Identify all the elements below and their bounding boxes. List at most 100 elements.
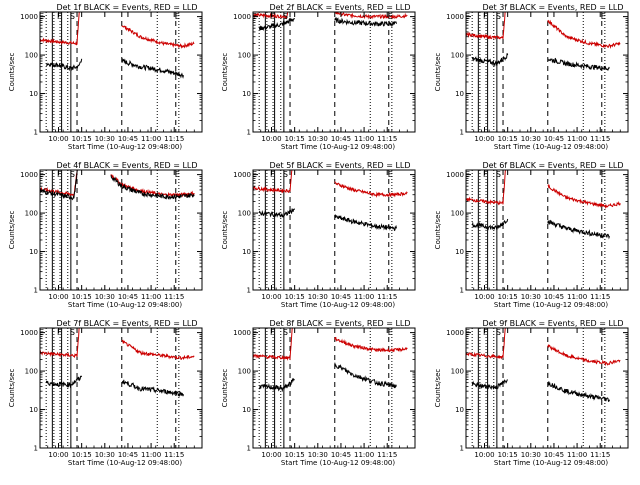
y-axis-label: Counts/sec — [8, 369, 16, 408]
x-tick-label: 11:00 — [354, 135, 374, 143]
x-tick-label: 11:15 — [590, 293, 610, 301]
x-tick-label: 11:00 — [141, 293, 161, 301]
event-marker-label: E — [388, 12, 393, 21]
y-tick-label: 10 — [242, 90, 251, 98]
series-events-line — [110, 175, 195, 200]
y-tick-label: 1000 — [446, 171, 464, 179]
series-events-line — [334, 362, 397, 389]
event-marker-label: F — [57, 328, 62, 337]
x-tick-label: 10:45 — [331, 451, 351, 459]
x-tick-label: 10:00 — [474, 135, 494, 143]
chart-title: Det 9f BLACK = Events, RED = LLD — [482, 319, 623, 328]
chart-title: Det 4f BLACK = Events, RED = LLD — [56, 161, 197, 170]
y-tick-label: 1 — [460, 129, 464, 137]
event-marker-label: E — [601, 170, 606, 179]
y-tick-label: 100 — [238, 368, 251, 376]
panel-det-9: Det 9f BLACK = Events, RED = LLD 1 10 100 10… — [434, 319, 629, 467]
chart-title: Det 2f BLACK = Events, RED = LLD — [269, 3, 410, 12]
x-tick-label: 10:00 — [474, 293, 494, 301]
x-tick-label: 10:00 — [474, 451, 494, 459]
series-lld-line — [334, 12, 408, 20]
y-axis-label: Counts/sec — [8, 211, 16, 250]
panel-det-1: Det 1f BLACK = Events, RED = LLD 1 10 100 10… — [8, 3, 203, 151]
x-tick-label: 10:30 — [521, 451, 541, 459]
y-tick-label: 10 — [29, 248, 38, 256]
event-marker-label: E — [388, 328, 393, 337]
event-marker-label: S — [70, 328, 75, 337]
x-axis-label: Start Time (10-Aug-12 09:48:00) — [281, 143, 395, 151]
plot-frame — [465, 169, 629, 291]
x-tick-label: 10:15 — [498, 135, 518, 143]
series-lld-line — [253, 170, 293, 194]
panel-det-5: Det 5f BLACK = Events, RED = LLD 1 10 100 10… — [221, 161, 416, 309]
y-tick-label: 100 — [451, 210, 464, 218]
x-axis-label: Start Time (10-Aug-12 09:48:00) — [281, 459, 395, 467]
x-tick-label: 11:15 — [590, 135, 610, 143]
x-tick-label: 10:30 — [521, 135, 541, 143]
x-tick-label: 11:15 — [377, 135, 397, 143]
y-axis-label: Counts/sec — [221, 211, 229, 250]
series-lld-line — [547, 343, 621, 367]
x-tick-label: 11:00 — [567, 135, 587, 143]
event-marker-label: E — [175, 12, 180, 21]
x-tick-label: 11:00 — [567, 451, 587, 459]
series-lld-line — [40, 328, 80, 359]
series-lld-line — [40, 12, 80, 46]
x-tick-label: 10:00 — [48, 293, 68, 301]
panel-det-2: Det 2f BLACK = Events, RED = LLD 1 10 100 10… — [221, 3, 416, 151]
y-tick-label: 100 — [25, 210, 38, 218]
chart-title: Det 7f BLACK = Events, RED = LLD — [56, 319, 197, 328]
x-tick-label: 10:00 — [261, 135, 281, 143]
event-marker-label: S — [70, 170, 75, 179]
x-tick-label: 11:00 — [141, 135, 161, 143]
x-tick-label: 10:15 — [498, 451, 518, 459]
series-lld-line — [547, 183, 621, 210]
y-tick-label: 10 — [242, 406, 251, 414]
series-lld-line — [466, 170, 506, 206]
series-events-line — [121, 57, 184, 79]
series-lld-line — [110, 174, 195, 198]
x-tick-label: 10:45 — [118, 135, 138, 143]
plot-frame — [252, 327, 416, 449]
y-tick-label: 1000 — [446, 329, 464, 337]
event-marker-label: S — [283, 170, 288, 179]
plot-frame — [39, 11, 203, 133]
event-marker-label: E — [39, 12, 44, 21]
x-tick-label: 10:45 — [118, 451, 138, 459]
event-marker-label: E — [465, 12, 470, 21]
event-marker-label: E — [388, 170, 393, 179]
y-tick-label: 1 — [460, 445, 464, 453]
x-tick-label: 10:45 — [544, 293, 564, 301]
y-axis-label: Counts/sec — [434, 211, 442, 250]
plot-frame — [465, 327, 629, 449]
event-marker-label: S — [496, 170, 501, 179]
x-tick-label: 10:30 — [308, 135, 328, 143]
x-tick-label: 10:15 — [72, 135, 92, 143]
x-tick-label: 10:45 — [331, 135, 351, 143]
event-marker-label: F — [270, 170, 275, 179]
y-tick-label: 1000 — [20, 329, 38, 337]
panel-det-7: Det 7f BLACK = Events, RED = LLD 1 10 100 10… — [8, 319, 203, 467]
y-tick-label: 10 — [29, 406, 38, 414]
event-marker-label: E — [465, 328, 470, 337]
y-tick-label: 1000 — [233, 171, 251, 179]
x-tick-label: 10:45 — [544, 451, 564, 459]
y-tick-label: 1000 — [233, 329, 251, 337]
x-axis-label: Start Time (10-Aug-12 09:48:00) — [494, 301, 608, 309]
panel-det-4: Det 4f BLACK = Events, RED = LLD 1 10 100 10… — [8, 161, 203, 309]
event-marker-label: S — [70, 12, 75, 21]
event-marker-label: F — [483, 328, 488, 337]
x-tick-label: 10:30 — [95, 135, 115, 143]
event-marker-label: F — [270, 328, 275, 337]
panel-det-6: Det 6f BLACK = Events, RED = LLD 1 10 100 10… — [434, 161, 629, 309]
y-tick-label: 1 — [247, 129, 251, 137]
x-tick-label: 11:15 — [377, 451, 397, 459]
y-axis-label: Counts/sec — [434, 53, 442, 92]
event-marker-label: F — [483, 12, 488, 21]
series-lld-line — [547, 19, 621, 50]
series-lld-line — [334, 181, 408, 198]
y-tick-label: 1000 — [20, 13, 38, 21]
chart-title: Det 1f BLACK = Events, RED = LLD — [56, 3, 197, 12]
panel-det-3: Det 3f BLACK = Events, RED = LLD 1 10 100 10… — [434, 3, 629, 151]
